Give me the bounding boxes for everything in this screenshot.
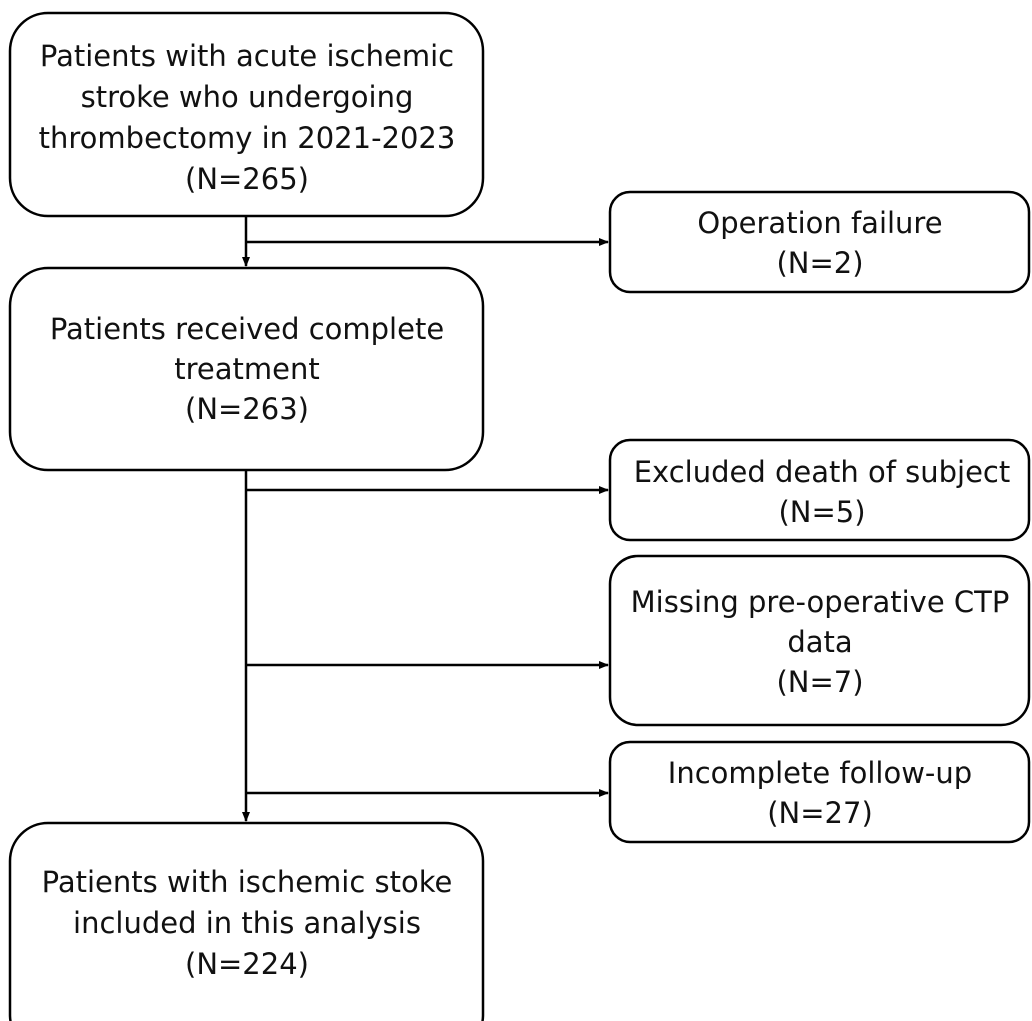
box-text: treatment	[174, 352, 319, 386]
box-text: (N=7)	[776, 665, 863, 699]
box	[8, 266, 485, 472]
box-text: (N=5)	[778, 495, 865, 529]
box	[608, 554, 1031, 727]
box-text: Operation failure	[697, 206, 942, 240]
box-text: Missing pre-operative CTP	[631, 585, 1010, 619]
box-text: (N=2)	[776, 246, 863, 280]
box-text: included in this analysis	[73, 906, 421, 940]
box-text: (N=27)	[767, 796, 873, 830]
box-text: data	[787, 625, 852, 659]
box-text: Patients with acute ischemic	[40, 39, 454, 73]
box	[608, 438, 1031, 542]
box-text: Patients received complete	[50, 312, 444, 346]
box-text: thrombectomy in 2021-2023	[39, 121, 456, 155]
box-text: (N=263)	[185, 392, 309, 426]
box	[608, 740, 1031, 844]
box-text: (N=265)	[185, 162, 309, 196]
box-text: Patients with ischemic stoke	[42, 865, 453, 899]
box-text: Incomplete follow-up	[668, 756, 972, 790]
box-text: (N=224)	[185, 947, 309, 981]
box-text: Excluded death of subject	[634, 455, 1011, 489]
box	[8, 11, 485, 218]
box-text: stroke who undergoing	[81, 80, 414, 114]
box	[8, 821, 485, 1021]
box	[608, 190, 1031, 294]
